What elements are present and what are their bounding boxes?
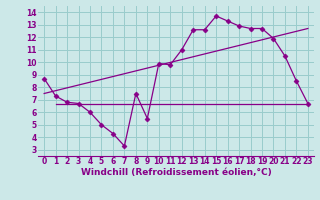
X-axis label: Windchill (Refroidissement éolien,°C): Windchill (Refroidissement éolien,°C) <box>81 168 271 177</box>
